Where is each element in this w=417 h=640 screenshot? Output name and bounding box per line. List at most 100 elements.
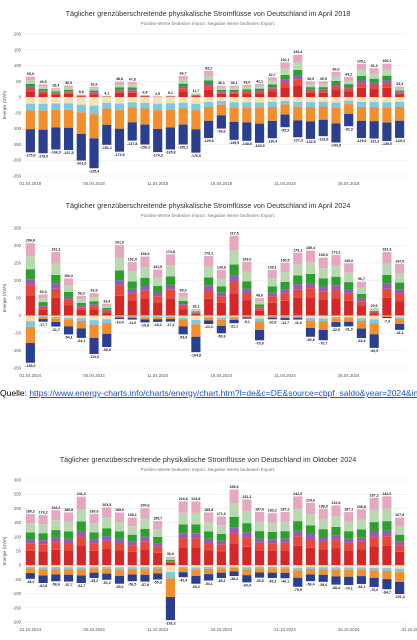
bar-segment-import <box>305 273 316 284</box>
bar-segment-import <box>204 266 214 278</box>
bar-segment-import <box>318 87 328 90</box>
bar-segment-import <box>254 91 265 94</box>
x-tick-label: 01.04.2024 <box>20 373 42 378</box>
day-bar-19 <box>254 298 265 341</box>
bar-segment-import <box>242 261 252 272</box>
data-label-positive: 193,3 <box>51 506 60 510</box>
bar-segment-export <box>178 566 188 569</box>
bar-segment-export <box>204 315 214 317</box>
bar-segment-import <box>254 90 265 92</box>
bar-segment-import <box>89 550 99 566</box>
bar-segment-export <box>254 572 265 578</box>
day-bar-20 <box>267 513 277 579</box>
bar-segment-import <box>76 536 86 547</box>
bar-segment-import <box>395 88 405 91</box>
day-bar-21 <box>280 262 290 320</box>
data-label-positive: 49,5 <box>307 77 314 81</box>
bar-segment-export <box>140 574 150 582</box>
bar-segment-import <box>229 489 239 504</box>
bar-segment-export <box>305 121 316 139</box>
bar-segment-export <box>331 318 341 323</box>
bar-segment-export <box>153 110 163 130</box>
bar-segment-export <box>191 103 201 111</box>
bar-segment-export <box>229 566 239 568</box>
day-bar-21 <box>280 62 290 128</box>
bar-segment-export <box>382 97 392 103</box>
bar-segment-import <box>178 292 188 297</box>
bar-segment-import <box>38 91 48 94</box>
bar-segment-export <box>102 565 112 567</box>
bar-segment-export <box>51 574 61 582</box>
bar-segment-import <box>114 280 125 286</box>
bar-segment-export <box>165 127 176 150</box>
bar-segment-export <box>331 569 341 577</box>
data-label-negative: -193,3 <box>165 621 175 625</box>
bar-segment-export <box>331 322 341 327</box>
chart-title: Täglicher grenzüberschreitende physikali… <box>66 201 351 210</box>
bar-segment-export <box>204 565 214 568</box>
day-bar-28 <box>369 308 379 348</box>
data-label-positive: 147,0 <box>395 260 404 264</box>
bar-segment-export <box>293 577 303 587</box>
bar-segment-import <box>89 91 99 93</box>
bar-segment-export <box>76 567 86 570</box>
bar-segment-import <box>293 75 303 80</box>
bar-segment-export <box>242 575 252 583</box>
bar-segment-import <box>216 540 226 545</box>
bar-segment-export <box>229 316 239 318</box>
data-label-positive: 231,3 <box>242 495 251 499</box>
data-label-positive: 168,6 <box>140 252 149 256</box>
bar-segment-import <box>165 562 176 566</box>
day-bar-3 <box>51 252 61 327</box>
bar-segment-import <box>229 87 239 90</box>
data-label-positive: 185,6 <box>115 508 124 512</box>
bar-segment-import <box>165 559 176 561</box>
bar-segment-import <box>395 541 405 546</box>
bar-segment-export <box>89 138 99 169</box>
data-label-positive: 206,8 <box>26 239 35 243</box>
data-label-positive: 65,0 <box>27 72 34 76</box>
bar-segment-import <box>127 262 137 272</box>
bar-segment-import <box>280 272 290 282</box>
bar-segment-import <box>140 285 150 291</box>
bar-segment-export <box>229 319 239 324</box>
data-label-negative: -225,4 <box>89 169 99 173</box>
bar-segment-export <box>191 565 201 568</box>
bar-segment-export <box>38 567 48 570</box>
bar-segment-export <box>369 323 379 335</box>
source-link[interactable]: https://www.energy-charts.info/charts/en… <box>29 388 417 398</box>
bar-segment-import <box>318 529 328 538</box>
bar-segment-import <box>165 289 176 299</box>
bar-segment-import <box>216 302 226 316</box>
day-bar-6 <box>89 86 99 169</box>
bar-segment-export <box>51 565 61 568</box>
bar-segment-import <box>318 291 328 300</box>
bar-segment-export <box>140 319 150 323</box>
bar-segment-export <box>305 318 316 321</box>
bar-segment-import <box>344 542 354 551</box>
y-tick-label: 50 <box>16 296 21 301</box>
bar-segment-import <box>369 497 379 510</box>
bar-segment-export <box>267 120 277 139</box>
bar-segment-import <box>51 549 61 566</box>
bar-segment-export <box>89 565 99 567</box>
bar-segment-import <box>242 84 252 88</box>
bar-segment-import <box>89 304 99 307</box>
bar-segment-import <box>76 521 86 531</box>
bar-segment-import <box>102 312 112 316</box>
bar-segment-import <box>331 548 341 566</box>
data-label-negative: -62,7 <box>77 584 85 588</box>
bar-segment-export <box>356 320 367 329</box>
bar-segment-export <box>178 315 188 318</box>
bar-segment-import <box>280 74 290 80</box>
data-label-negative: -57,7 <box>64 583 72 587</box>
bar-segment-export <box>140 569 150 575</box>
bar-segment-import <box>38 298 48 303</box>
data-label-negative: -65,2 <box>115 585 123 589</box>
bar-segment-import <box>344 80 354 85</box>
bar-segment-import <box>89 92 99 95</box>
bar-segment-import <box>51 297 61 316</box>
bar-segment-import <box>267 91 277 98</box>
day-bar-8 <box>114 512 125 584</box>
bar-segment-export <box>369 570 379 578</box>
